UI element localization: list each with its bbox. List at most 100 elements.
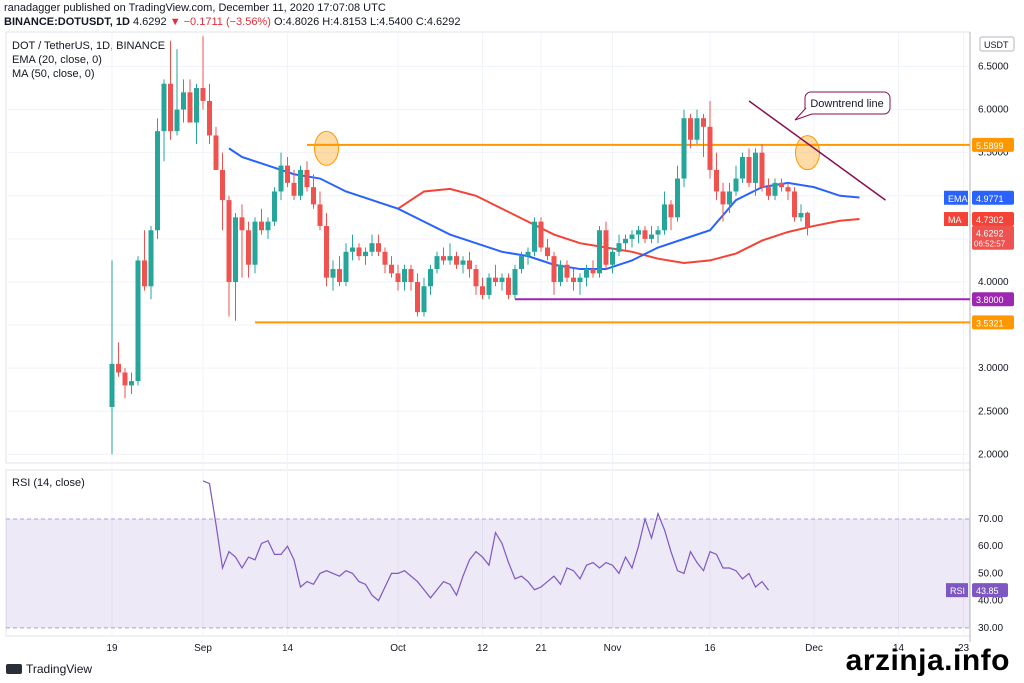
candle-body	[376, 243, 381, 252]
candle	[538, 217, 544, 252]
candle	[194, 83, 199, 145]
candle	[772, 178, 778, 201]
price-tick-label: 2.5000	[978, 406, 1009, 417]
candle	[207, 83, 212, 145]
tradingview-brand[interactable]: TradingView	[6, 662, 92, 676]
candle-body	[168, 83, 173, 132]
candle-body	[447, 256, 453, 261]
candle	[597, 225, 602, 278]
candle-body	[675, 178, 680, 218]
time-tick-label: 19	[106, 643, 118, 654]
candle	[174, 49, 180, 136]
countdown-label: 06:52:57	[974, 240, 1006, 249]
candle-body	[109, 363, 115, 407]
candle	[506, 273, 511, 300]
rsi-tick-label: 40.00	[978, 596, 1003, 607]
candle-body	[753, 152, 758, 183]
candle	[265, 217, 271, 239]
candle-body	[434, 256, 440, 270]
rsi-band	[6, 518, 970, 628]
candle	[213, 126, 219, 170]
candle-body	[122, 372, 128, 386]
candle	[285, 156, 290, 188]
time-tick-label: Sep	[194, 643, 212, 654]
candle-body	[714, 169, 719, 192]
candle	[369, 234, 375, 257]
candle-body	[798, 213, 804, 218]
downtrend-line	[748, 100, 886, 201]
symbol-code: BINANCE:DOTUSDT, 1D	[4, 16, 130, 28]
candle	[181, 79, 186, 123]
unit-label: USDT	[984, 40, 1009, 50]
candle	[759, 144, 765, 192]
candle	[395, 264, 401, 291]
last-price-text: 4.6292	[132, 16, 167, 28]
candle-body	[590, 269, 596, 274]
candle	[272, 187, 277, 226]
candle	[603, 221, 609, 270]
candle-body	[272, 191, 277, 222]
candle-body	[389, 264, 394, 274]
candle	[532, 217, 537, 257]
candle	[694, 109, 700, 145]
candle-body	[187, 92, 193, 123]
candle	[753, 148, 758, 196]
candle-body	[805, 212, 810, 228]
candle-body	[174, 109, 180, 132]
candle	[239, 204, 245, 278]
price-tick-label: 3.0000	[978, 363, 1009, 374]
candle-body	[259, 221, 264, 231]
candle	[421, 277, 427, 317]
candle-body	[207, 100, 212, 136]
candle-body	[239, 217, 245, 231]
level-label: 3.5321	[976, 318, 1004, 328]
candle-body	[142, 260, 147, 287]
candle-body	[636, 230, 641, 235]
candle	[129, 372, 134, 395]
candle-body	[545, 247, 550, 257]
last-price-label: 4.6292	[976, 229, 1004, 239]
candle-body	[746, 156, 752, 183]
candle	[109, 260, 115, 455]
time-tick-label: 14	[282, 643, 294, 654]
candle	[714, 152, 719, 201]
candle	[577, 273, 583, 295]
candle-body	[135, 260, 141, 382]
candle	[766, 178, 771, 201]
rsi-tick-label: 70.00	[978, 514, 1003, 525]
candle-body	[616, 243, 622, 252]
candle	[558, 260, 563, 287]
candle	[337, 256, 342, 287]
candle-body	[525, 251, 531, 257]
ema-price-label: 4.9771	[976, 194, 1004, 204]
candle	[135, 256, 141, 386]
ma-price-label: 4.7302	[976, 215, 1004, 225]
candle	[311, 174, 316, 209]
unit-box	[979, 36, 1015, 52]
candle-body	[473, 269, 479, 287]
candle-body	[577, 277, 583, 282]
candle	[434, 251, 440, 274]
time-tick-label: 23	[958, 643, 970, 654]
candle	[389, 256, 394, 278]
candle-body	[512, 269, 518, 295]
candle	[142, 230, 147, 291]
candle-body	[779, 182, 784, 188]
rsi-tag-bg	[946, 583, 968, 598]
candle-body	[551, 256, 557, 282]
candle	[116, 342, 121, 377]
candle-body	[382, 251, 388, 265]
candle	[408, 264, 414, 291]
candle-body	[772, 182, 778, 196]
candle-body	[564, 264, 570, 278]
indicator-tag: MA	[948, 215, 962, 225]
price-tick-label: 6.0000	[978, 105, 1009, 116]
candle	[324, 213, 329, 287]
candle	[278, 152, 284, 201]
candle	[512, 264, 518, 300]
ma50-line	[397, 187, 860, 265]
candle	[343, 243, 349, 287]
level-label: 3.8000	[976, 295, 1004, 305]
candle	[707, 100, 713, 179]
